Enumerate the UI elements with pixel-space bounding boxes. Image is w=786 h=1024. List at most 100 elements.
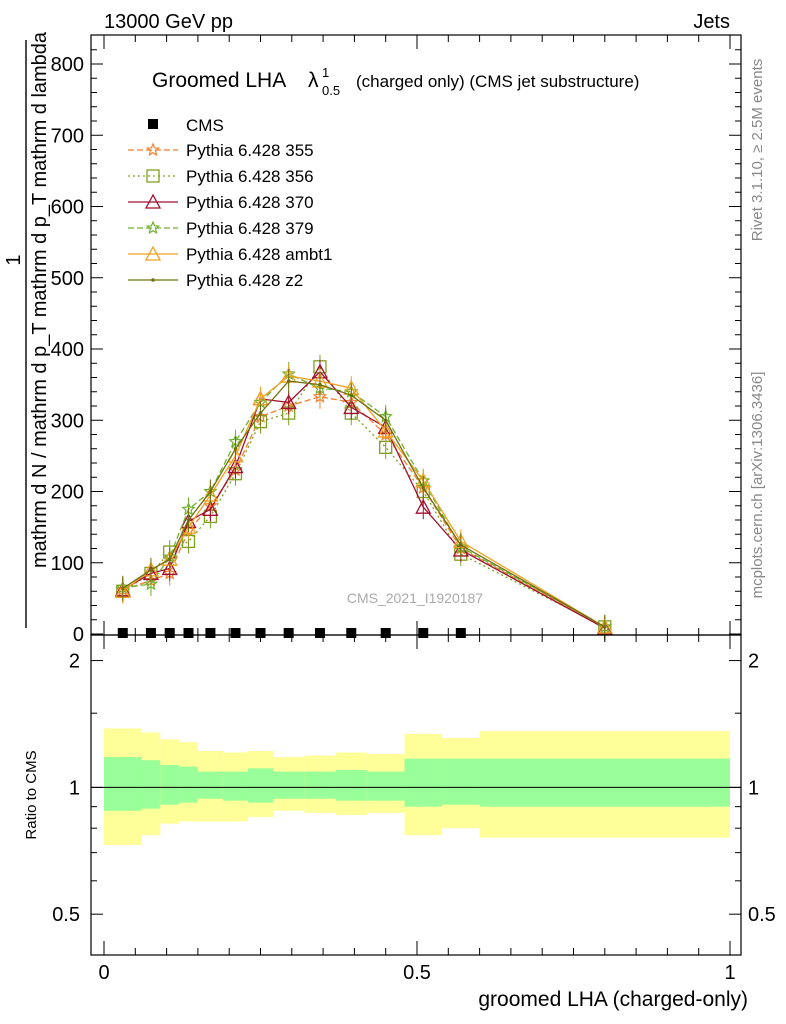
y-axis-label: 1 mathrm d N / mathrm d p_T mathrm d p_T… [3, 31, 51, 628]
y-tick-label: 100 [51, 553, 84, 575]
y-tick-label: 0 [73, 624, 84, 646]
ratio-x-axis: 0 0.5 1 [98, 635, 736, 984]
legend: CMS Pythia 6.428 355 Pythia 6.428 356 Pythi… [128, 116, 332, 290]
star-marker [143, 576, 159, 591]
y-label-denominator: mathrm d N / mathrm d p_T mathrm d p_T m… [29, 31, 51, 568]
square-marker [146, 169, 160, 183]
filled-square-marker [314, 628, 325, 638]
series-line [122, 380, 606, 628]
title-prefix: Groomed LHA [152, 69, 286, 92]
filled-square-marker [205, 628, 216, 638]
x-tick-label: 0.5 [403, 962, 431, 984]
filled-square-marker [283, 628, 294, 638]
legend-label-cms: CMS [186, 116, 224, 135]
triangle-marker [227, 458, 244, 474]
header-energy-label: 13000 GeV pp [104, 11, 233, 33]
dot-marker [167, 557, 172, 561]
dot-marker [603, 625, 607, 629]
main-y-axis: 0 100 200 300 400 500 600 700 800 [51, 49, 741, 646]
filled-square-marker [455, 628, 466, 638]
dot-marker [151, 278, 155, 282]
filled-square-marker [346, 628, 357, 638]
x-tick-label: 1 [724, 962, 735, 984]
x-tick-label: 0 [98, 962, 109, 984]
x-axis-label: groomed LHA (charged-only) [478, 988, 748, 1011]
ratio-band-green [247, 768, 274, 803]
legend-label: Pythia 6.428 356 [186, 167, 314, 186]
dot-marker [459, 543, 463, 547]
cms-data-points [117, 628, 466, 638]
triangle-marker [280, 394, 297, 410]
ratio-tick-label: 1 [69, 777, 80, 799]
triangle-marker [161, 560, 178, 576]
filled-square-marker [230, 628, 241, 638]
ratio-band-green [304, 771, 336, 799]
y-tick-label: 800 [51, 54, 84, 76]
filled-square-marker [117, 628, 128, 638]
ratio-y-label: Ratio to CMS [23, 750, 40, 839]
triangle-marker [415, 498, 432, 514]
filled-square-marker [380, 628, 391, 638]
filled-square-marker [255, 628, 266, 638]
ratio-band-green [197, 771, 223, 799]
ratio-band-green [179, 766, 198, 803]
ratio-band-green [222, 771, 248, 801]
star-marker [145, 220, 161, 235]
series-layer [114, 354, 613, 641]
filled-square-marker [164, 628, 175, 638]
ratio-tick-label: 2 [69, 651, 80, 673]
triangle-marker [144, 245, 162, 261]
legend-label: Pythia 6.428 370 [186, 193, 314, 212]
rivet-version-label: Rivet 3.1.10, ≥ 2.5M events [749, 59, 766, 242]
filled-square-marker [148, 119, 158, 129]
title-superscript: 1 [322, 65, 329, 80]
ratio-tick-label-right: 1 [748, 777, 759, 799]
y-tick-label: 400 [51, 339, 84, 361]
ratio-tick-label: 0.5 [52, 904, 80, 926]
ratio-tick-label-right: 0.5 [748, 904, 776, 926]
ratio-tick-label-right: 2 [748, 651, 759, 673]
legend-label: Pythia 6.428 355 [186, 141, 314, 160]
ratio-uncertainty-bands [104, 728, 730, 845]
legend-label: Pythia 6.428 379 [186, 219, 314, 238]
y-label-numerator: 1 [3, 254, 25, 265]
y-tick-label: 200 [51, 482, 84, 504]
header-category-label: Jets [693, 11, 730, 33]
title-suffix: (charged only) (CMS jet substructure) [356, 72, 639, 91]
ratio-band-green [141, 760, 161, 809]
triangle-marker [202, 500, 219, 516]
star-marker [145, 142, 161, 157]
ratio-band-green [404, 758, 443, 807]
mcplots-label: mcplots.cern.ch [arXiv:1306.3436] [749, 372, 766, 599]
dot-marker [208, 489, 213, 494]
dot-marker [349, 393, 354, 398]
series-line [122, 365, 606, 628]
filled-square-marker [418, 628, 429, 638]
ratio-y-axis: 0.5 0.5 1 1 2 2 [52, 651, 776, 927]
title-lambda: λ [308, 69, 319, 92]
analysis-watermark: CMS_2021_I1920187 [347, 590, 483, 606]
dot-marker [318, 382, 322, 387]
y-tick-label: 300 [51, 410, 84, 432]
legend-label: Pythia 6.428 ambt1 [186, 245, 332, 264]
triangle-marker [343, 399, 360, 415]
dot-marker [286, 379, 291, 383]
y-tick-label: 600 [51, 197, 84, 219]
legend-label: Pythia 6.428 z2 [186, 271, 303, 290]
title-subscript: 0.5 [322, 83, 340, 98]
dot-marker [233, 446, 238, 451]
ratio-band-green [335, 769, 367, 801]
ratio-band-green [160, 765, 180, 805]
dot-marker [258, 411, 263, 415]
ratio-band-green [479, 758, 730, 807]
triangle-marker [144, 193, 162, 209]
series-5 [120, 369, 607, 639]
plot-title: Groomed LHA λ 1 0.5 (charged only) (CMS … [152, 65, 639, 98]
triangle-marker [377, 422, 394, 438]
y-tick-label: 500 [51, 268, 84, 290]
filled-square-marker [183, 628, 194, 638]
ratio-band-green [273, 771, 305, 799]
dot-marker [186, 518, 191, 522]
dot-marker [149, 568, 153, 572]
